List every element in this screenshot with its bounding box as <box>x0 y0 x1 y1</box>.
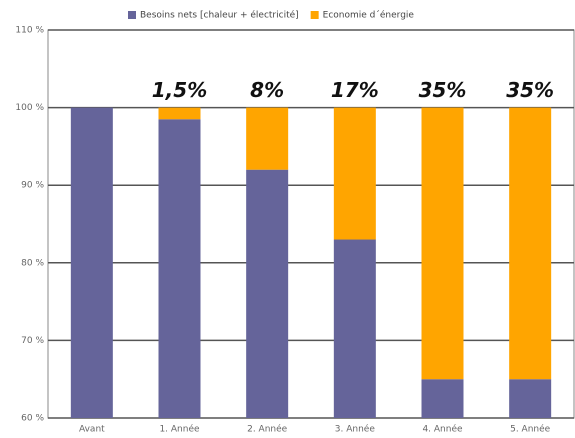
plot-area <box>47 29 575 419</box>
y-tick-label: 90 % <box>21 181 44 191</box>
value-label: 35% <box>419 78 467 102</box>
value-label: 1,5% <box>152 78 207 102</box>
bar-segment <box>509 379 552 418</box>
bar-segment <box>70 107 113 418</box>
legend-swatch <box>310 11 319 19</box>
value-label: 17% <box>331 78 379 102</box>
bar-segment <box>421 379 464 418</box>
x-tick-label: Avant <box>79 425 105 435</box>
bar-segment <box>509 107 552 380</box>
bar-segment <box>333 107 376 240</box>
bar-segment <box>333 239 376 418</box>
legend-label: Economie d´énergie <box>323 10 415 21</box>
x-tick-label: 2. Année <box>247 424 288 435</box>
x-tick-label: 4. Année <box>422 424 463 435</box>
y-tick-label: 100 % <box>15 103 44 113</box>
bar-segment <box>158 119 201 419</box>
y-tick-label: 70 % <box>21 336 44 346</box>
bar-segment <box>158 107 201 120</box>
legend-label: Besoins nets [chaleur + électricité] <box>140 10 299 21</box>
value-label: 35% <box>506 78 554 102</box>
y-tick-label: 60 % <box>21 414 44 424</box>
y-tick-label: 110 % <box>15 26 44 36</box>
x-tick-label: 3. Année <box>335 424 376 435</box>
value-label: 8% <box>250 78 284 102</box>
bar-segment <box>246 169 289 418</box>
x-tick-label: 5. Année <box>510 424 551 435</box>
y-tick-label: 80 % <box>21 258 44 268</box>
legend-swatch <box>128 11 136 19</box>
bar-segment <box>246 107 289 170</box>
bar-segment <box>421 107 464 380</box>
x-tick-label: 1. Année <box>159 424 200 435</box>
